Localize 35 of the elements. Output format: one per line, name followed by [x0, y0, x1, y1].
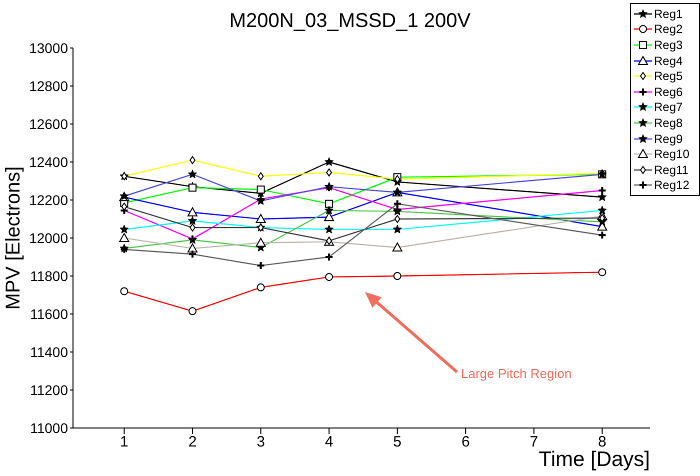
x-tick-label: 3 — [256, 434, 265, 451]
y-tick-label: 12200 — [29, 192, 68, 208]
y-tick-label: 12000 — [29, 230, 68, 246]
legend-label: Reg3 — [654, 38, 683, 52]
x-tick-label: 5 — [393, 434, 402, 451]
x-axis-title: Time [Days] — [538, 448, 650, 472]
x-tick-label: 2 — [188, 434, 197, 451]
x-tick-label: 7 — [530, 434, 538, 451]
y-axis-title: MPV [Electrons] — [2, 166, 26, 310]
annotation: Large Pitch Region — [461, 366, 572, 381]
y-tick-label: 11000 — [30, 420, 68, 436]
y-tick-label: 12600 — [29, 116, 68, 132]
legend-label: Reg5 — [654, 69, 683, 84]
y-tick-label: 12400 — [29, 154, 68, 170]
x-tick-label: 6 — [461, 434, 470, 451]
legend-label: Reg10 — [654, 147, 690, 162]
y-tick-label: 11200 — [30, 382, 68, 398]
x-tick-label: 1 — [120, 434, 128, 451]
legend-label: Reg12 — [654, 178, 690, 192]
legend-label: Reg4 — [654, 54, 683, 68]
x-tick-label: 8 — [598, 434, 606, 451]
legend-label: Reg7 — [654, 100, 683, 114]
legend-label: Reg9 — [654, 132, 683, 146]
legend-label: Reg11 — [654, 162, 688, 177]
y-tick-label: 13000 — [29, 40, 68, 56]
y-tick-label: 11600 — [30, 306, 68, 322]
y-tick-label: 11800 — [30, 268, 68, 284]
legend-label: Reg6 — [654, 84, 683, 99]
legend-label: Reg2 — [654, 22, 683, 36]
y-tick-label: 11400 — [30, 344, 68, 360]
y-tick-label: 12800 — [29, 78, 68, 94]
legend-label: Reg8 — [654, 116, 683, 130]
x-tick-label: 4 — [324, 434, 334, 451]
chart-title: M200N_03_MSSD_1 200V — [229, 10, 471, 32]
legend-label: Reg1 — [654, 6, 683, 21]
